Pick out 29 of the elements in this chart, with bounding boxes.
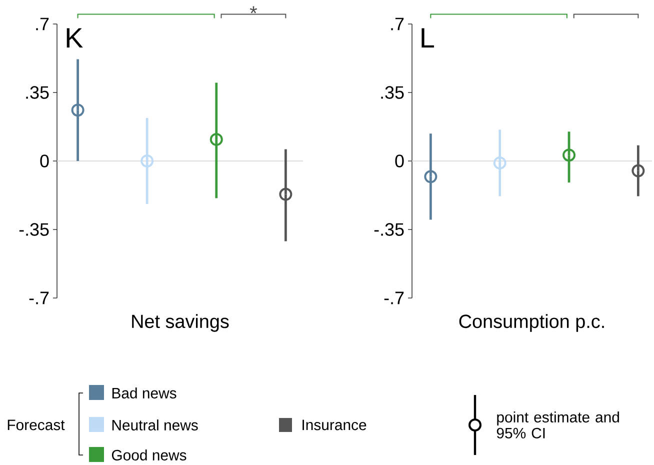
y-tick-label: .35 xyxy=(26,86,49,99)
point xyxy=(71,104,84,117)
point xyxy=(279,188,292,201)
legend-label: Neutral news xyxy=(112,420,198,430)
y-tick-label: .35 xyxy=(381,86,404,99)
y-tick-label: 0 xyxy=(395,154,404,168)
point xyxy=(424,170,438,184)
point xyxy=(493,156,506,170)
text: point estimate and 95% CI xyxy=(496,412,619,438)
chart-title: L xyxy=(422,28,434,48)
text: * xyxy=(250,6,258,14)
point xyxy=(562,148,576,162)
y-tick-label: 0 xyxy=(40,154,49,168)
x-axis-title: Net savings xyxy=(132,314,229,332)
legend-label: Good news xyxy=(112,449,186,460)
x-axis-title: Consumption p.c. xyxy=(459,314,604,332)
y-tick-label: -.7 xyxy=(29,292,49,304)
legend-title: Forecast xyxy=(8,420,65,430)
point xyxy=(210,132,223,146)
legend-label: Bad news xyxy=(112,388,176,398)
legend-label: Insurance xyxy=(302,420,366,430)
y-tick-label: .7 xyxy=(391,18,404,30)
point xyxy=(632,164,645,178)
y-tick-label: -.35 xyxy=(19,223,49,236)
chart-title: K xyxy=(66,28,83,48)
y-tick-label: .7 xyxy=(36,18,49,30)
y-tick-label: -.7 xyxy=(384,292,404,304)
point xyxy=(140,154,154,168)
y-tick-label: -.35 xyxy=(374,223,404,236)
